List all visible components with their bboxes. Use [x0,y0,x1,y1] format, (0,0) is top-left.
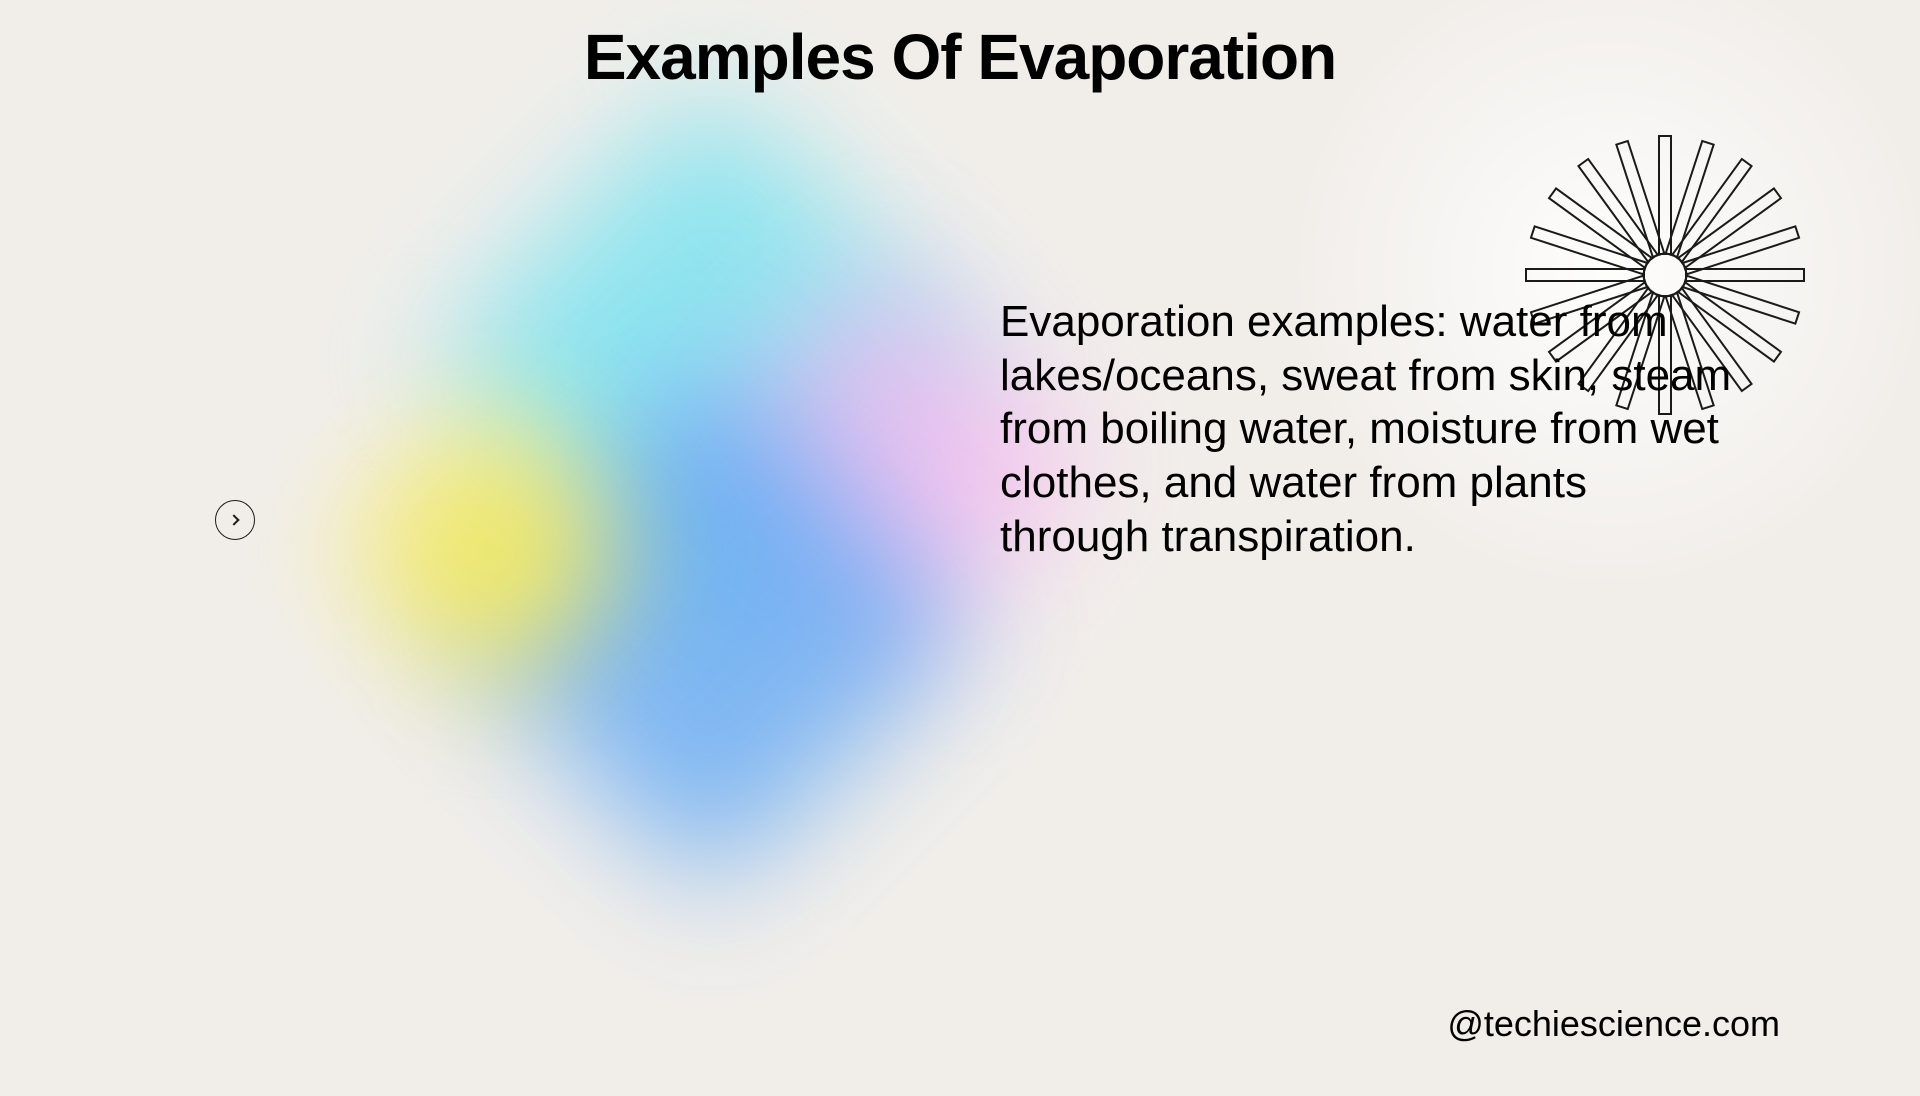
attribution-text: @techiescience.com [1447,1003,1780,1045]
page-title: Examples Of Evaporation [584,20,1336,94]
gradient-blob-decoration [310,130,1110,930]
slide-container: Examples Of Evaporation Evaporation exam… [0,0,1920,1080]
chevron-right-icon [228,514,239,525]
next-button[interactable] [215,500,255,540]
body-text: Evaporation examples: water from lakes/o… [1000,295,1740,563]
